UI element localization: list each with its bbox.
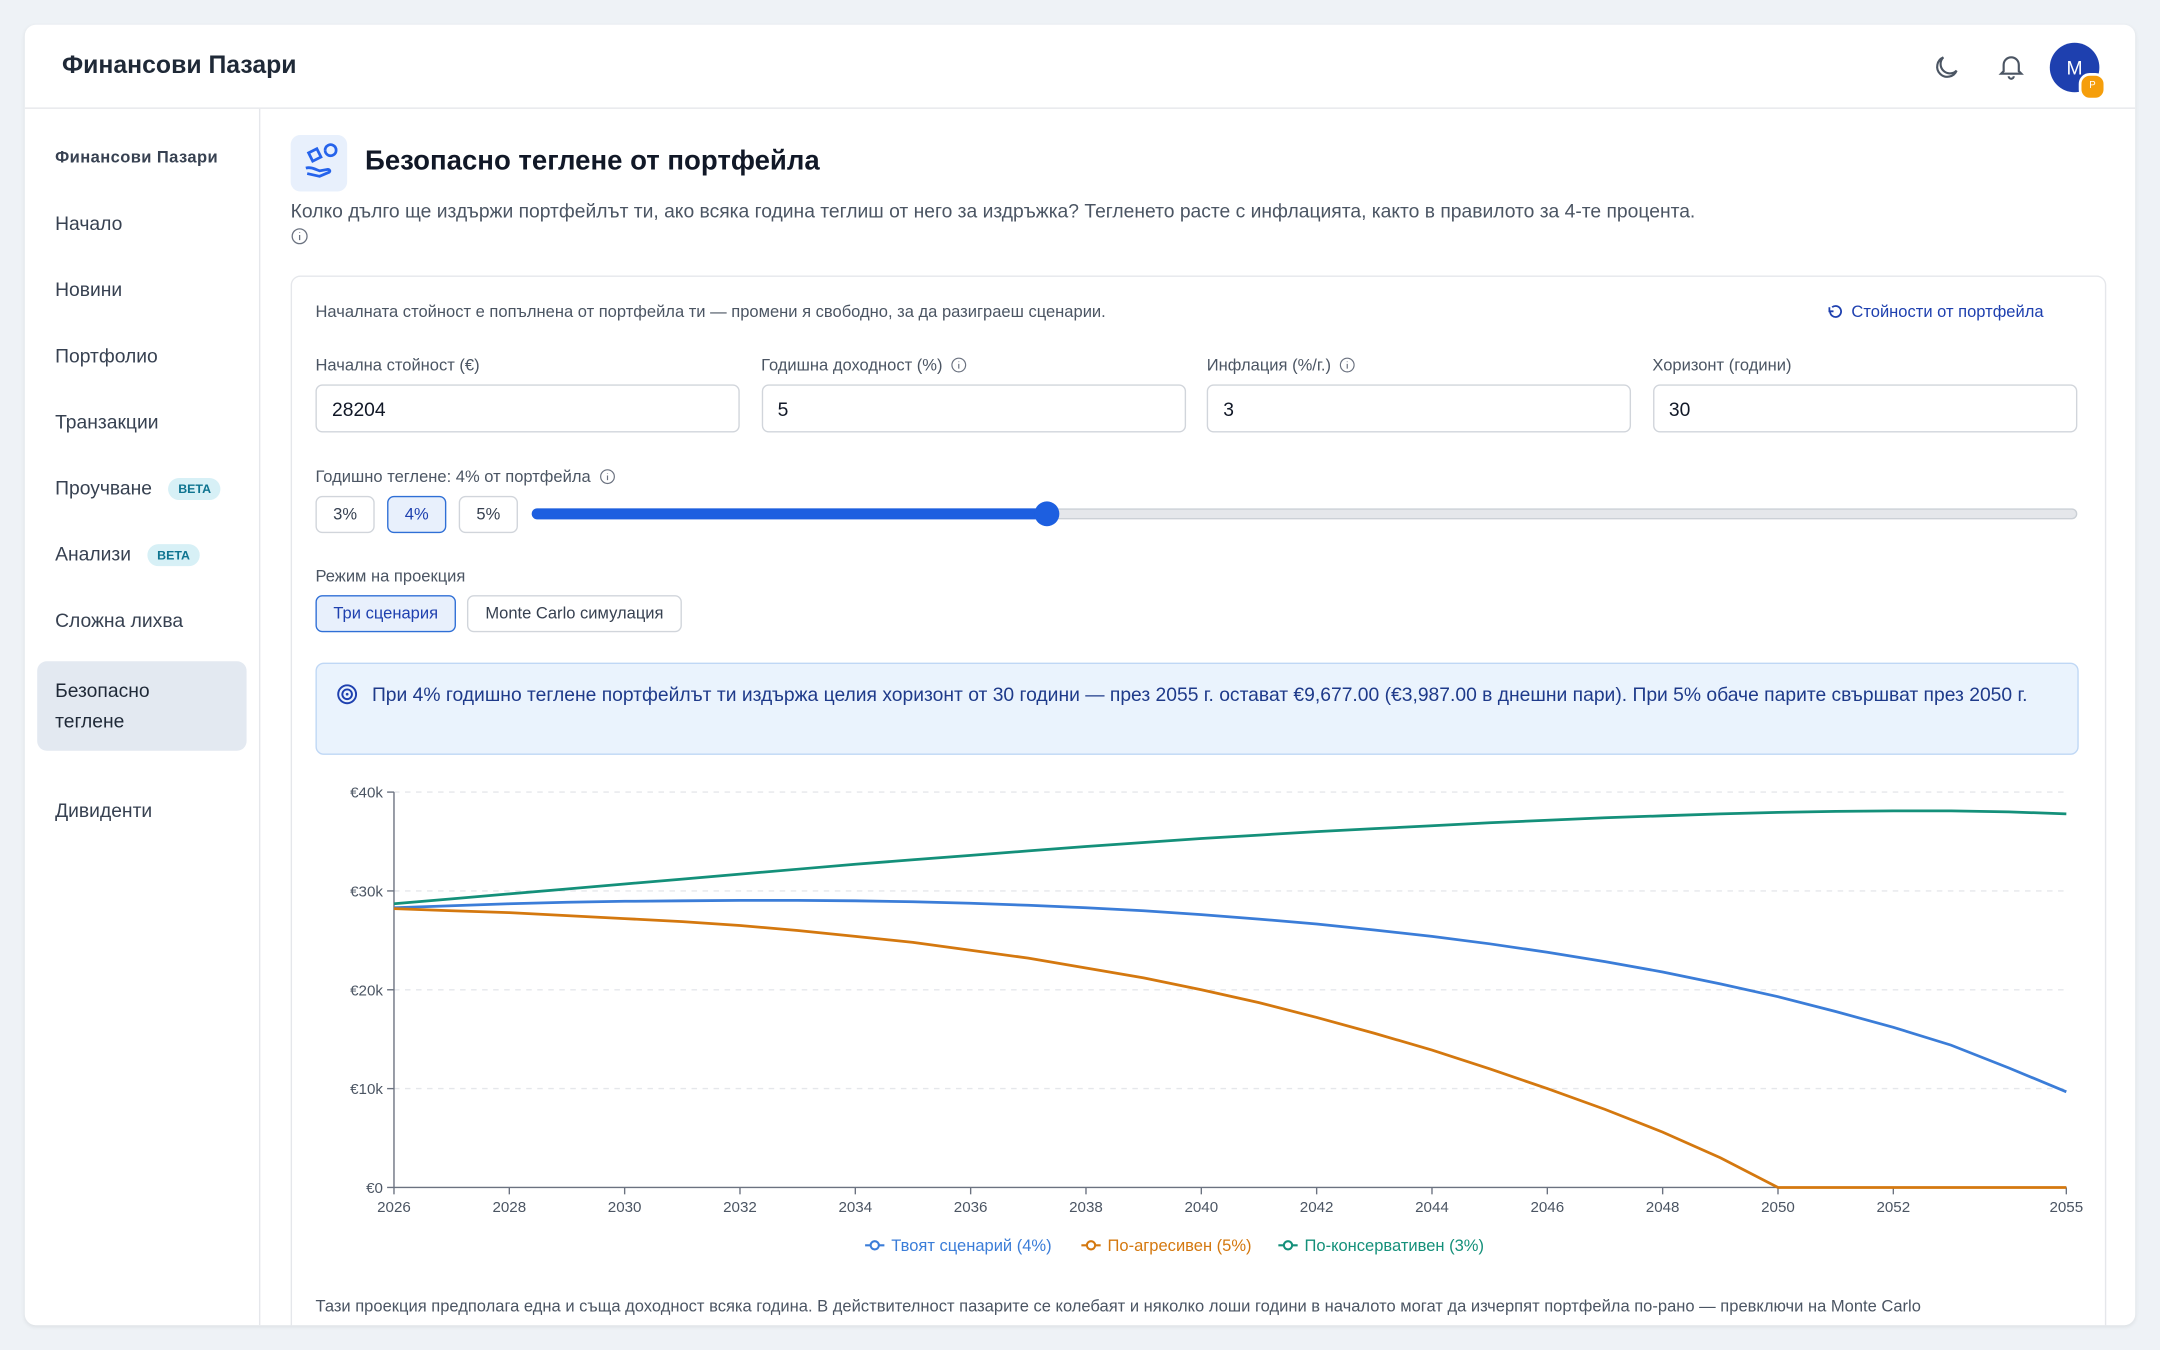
nav-label: Дивиденти [55,798,153,822]
input-label: Инфлация (%/г.) [1206,355,1356,375]
input-label-text: Инфлация (%/г.) [1206,355,1331,375]
theme-toggle[interactable] [1931,52,1961,82]
input-field[interactable]: 3 [1206,384,1632,433]
nav-item[interactable]: Новини [55,278,122,300]
y-tick-label: €10k [350,1081,383,1098]
series-line [393,898,2067,1094]
withdrawal-text: Годишно теглене: 4% от портфейла [315,466,591,487]
nav-item[interactable]: Дивиденти [55,799,152,821]
reset-button[interactable]: Стойности от портфейла [1827,302,2044,321]
footnote: Тази проекция предполага една и съща дох… [315,1296,1921,1316]
nav-item[interactable]: Анализи BETA [55,543,200,567]
mode-button[interactable]: Monte Carlo симулация [466,595,682,633]
x-tick-label: 2026 [377,1199,411,1216]
calculator-card [290,275,2107,1326]
y-tick-label: €20k [350,982,383,999]
input-field[interactable]: 30 [1652,384,2077,433]
y-tick-label: €30k [350,883,383,900]
input-label-text: Годишна доходност (%) [761,355,943,375]
input-label-text: Начална стойност (€) [315,355,480,375]
nav-label: Начало [55,212,123,235]
x-tick-label: 2032 [723,1199,757,1216]
info-icon[interactable] [291,227,309,245]
input-label: Начална стойност (€) [315,355,479,374]
x-tick-label: 2030 [608,1199,642,1216]
nav-label: Портфолио [55,344,158,367]
beta-badge: BETA [147,544,200,567]
legend-marker [1282,1240,1294,1251]
nav-item[interactable]: Транзакции [55,411,158,433]
series-line [393,809,2067,906]
x-tick-label: 2034 [838,1199,872,1216]
brand: Финансови Пазари [61,50,297,79]
legend-marker [869,1240,880,1251]
y-tick-label: €0 [366,1180,383,1197]
nav-label: Новини [55,278,123,301]
x-tick-label: 2055 [2049,1199,2083,1216]
input-label: Годишна доходност (%) [761,355,968,375]
nav-item[interactable]: Проучване BETA [55,477,221,501]
mode-button[interactable]: Три сценария [315,595,456,633]
legend-label: Твоят сценарий (4%) [891,1236,1051,1255]
legend-marker [1085,1240,1097,1251]
mode-label: Режим на проекция [315,566,466,586]
input-field[interactable]: 28204 [315,384,740,433]
info-icon[interactable] [1339,357,1356,374]
input-field[interactable]: 5 [761,384,1186,433]
nav-label: Сложна лихва [55,608,184,631]
slider-fill [531,508,1047,520]
withdrawal-label: Годишно теглене: 4% от портфейла [315,466,616,487]
info-icon[interactable] [951,357,968,374]
nav-item[interactable]: Портфолио [55,344,158,366]
x-tick-label: 2048 [1646,1199,1680,1216]
x-tick-label: 2046 [1530,1199,1564,1216]
beta-badge: BETA [168,478,221,501]
nav-active-bg [37,661,247,751]
nav-item[interactable]: Начало [55,212,122,234]
y-tick-label: €40k [350,785,383,802]
x-tick-label: 2028 [492,1199,526,1216]
nav-label: Анализи [55,542,131,565]
legend-label: По-агресивен (5%) [1108,1236,1252,1255]
series-line [393,907,2067,1189]
notifications[interactable] [1996,51,2026,81]
x-tick-label: 2052 [1876,1199,1910,1216]
preset-button[interactable]: 5% [458,495,518,534]
info-box: При 4% годишно теглене портфейлът ти изд… [315,662,2079,755]
page-icon [290,134,348,192]
sidebar-heading: Финансови Пазари [55,147,219,167]
x-tick-label: 2036 [954,1199,988,1216]
nav-item[interactable]: Безопасно теглене [55,679,150,732]
x-tick-label: 2044 [1415,1199,1449,1216]
top-bar: Финансови Пазари M P [24,25,2136,109]
x-tick-label: 2040 [1184,1199,1218,1216]
legend-label: По-консервативен (3%) [1305,1236,1484,1255]
preset-button[interactable]: 3% [315,495,375,534]
page-title: Безопасно теглене от портфейла [365,146,820,177]
nav-label: Транзакции [55,410,159,433]
sidebar: Финансови Пазари Начало Новини Портфолио Тр… [25,108,261,1326]
input-label: Хоризонт (години) [1652,355,1791,374]
preset-button[interactable]: 4% [387,495,447,534]
reset-label: Стойности от портфейла [1851,301,2044,321]
slider-thumb[interactable] [1034,501,1060,527]
nav-item[interactable]: Сложна лихва [55,609,183,631]
x-tick-label: 2042 [1300,1199,1334,1216]
nav-label: Проучване [55,476,153,499]
card-note: Началната стойност е попълнена от портфе… [315,301,1106,321]
avatar-badge: P [2078,73,2107,101]
x-tick-label: 2038 [1069,1199,1103,1216]
page-description: Колко дълго ще издържи портфейлът ти, ак… [290,199,1696,222]
input-label-text: Хоризонт (години) [1652,355,1792,375]
info-text: При 4% годишно теглене портфейлът ти изд… [371,683,2028,706]
x-tick-label: 2050 [1761,1199,1795,1216]
